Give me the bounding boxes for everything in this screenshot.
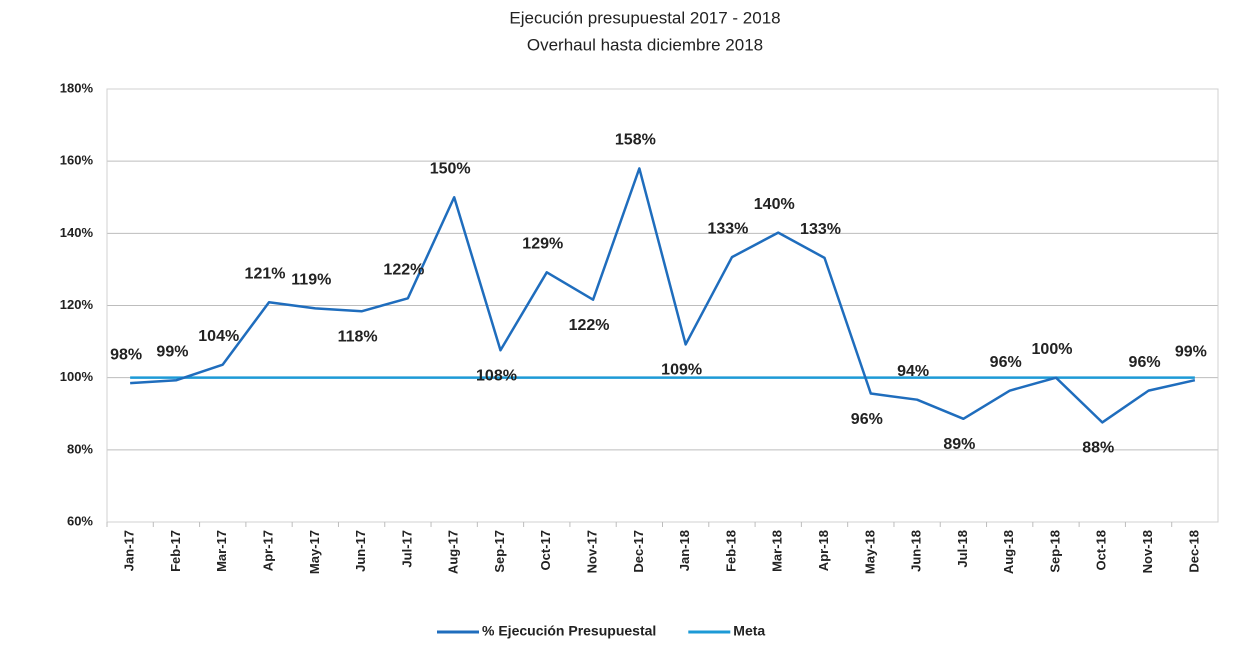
data-label: 100% — [1032, 341, 1073, 358]
x-tick-label: Dec-18 — [1186, 530, 1201, 573]
data-label: 96% — [1129, 354, 1161, 371]
x-tick-label: Apr-17 — [260, 530, 275, 571]
data-label: 133% — [707, 220, 748, 237]
data-label: 98% — [110, 346, 142, 363]
data-label: 104% — [198, 328, 239, 345]
legend-label: % Ejecución Presupuestal — [482, 623, 656, 639]
x-tick-label: Sep-17 — [492, 530, 507, 573]
x-tick-label: Jan-17 — [122, 530, 137, 571]
data-label: 99% — [1175, 343, 1207, 360]
data-label: 129% — [522, 236, 563, 253]
data-label: 122% — [383, 262, 424, 279]
x-tick-label: Jul-18 — [955, 530, 970, 568]
legend-label: Meta — [733, 623, 765, 639]
x-tick-label: Apr-18 — [816, 530, 831, 571]
chart-title: Ejecución presupuestal 2017 - 2018 — [509, 8, 780, 27]
data-label: 122% — [569, 317, 610, 334]
x-tick-label: Feb-18 — [723, 530, 738, 572]
data-label: 121% — [245, 265, 286, 282]
x-tick-label: Aug-18 — [1001, 530, 1016, 574]
y-tick-label: 80% — [67, 441, 93, 456]
x-tick-label: Aug-17 — [446, 530, 461, 574]
chart-subtitle: Overhaul hasta diciembre 2018 — [527, 35, 763, 54]
x-tick-label: May-17 — [307, 530, 322, 574]
data-label: 99% — [156, 343, 188, 360]
data-label: 89% — [943, 436, 975, 453]
x-tick-label: Oct-18 — [1094, 530, 1109, 570]
data-label: 133% — [800, 221, 841, 238]
data-label: 108% — [476, 367, 517, 384]
y-tick-label: 140% — [60, 225, 94, 240]
x-tick-label: Sep-18 — [1047, 530, 1062, 573]
x-tick-label: Jan-18 — [677, 530, 692, 571]
data-label: 109% — [661, 362, 702, 379]
data-label: 150% — [430, 160, 471, 177]
data-label: 158% — [615, 132, 656, 149]
y-tick-label: 180% — [60, 80, 94, 95]
data-label: 96% — [990, 354, 1022, 371]
x-tick-label: Mar-18 — [770, 530, 785, 572]
x-tick-label: Jul-17 — [399, 530, 414, 568]
data-label: 88% — [1082, 440, 1114, 457]
y-tick-label: 160% — [60, 153, 94, 168]
data-label: 140% — [754, 196, 795, 213]
data-label: 94% — [897, 363, 929, 380]
x-tick-label: May-18 — [862, 530, 877, 574]
y-tick-label: 120% — [60, 297, 94, 312]
data-label: 119% — [291, 272, 331, 289]
x-tick-label: Mar-17 — [214, 530, 229, 572]
y-tick-label: 100% — [60, 369, 94, 384]
x-tick-label: Feb-17 — [168, 530, 183, 572]
x-tick-label: Dec-17 — [631, 530, 646, 573]
x-tick-label: Oct-17 — [538, 530, 553, 570]
x-tick-label: Nov-18 — [1140, 530, 1155, 573]
x-tick-label: Jun-17 — [353, 530, 368, 572]
x-tick-label: Jun-18 — [909, 530, 924, 572]
y-tick-label: 60% — [67, 513, 93, 528]
x-tick-label: Nov-17 — [585, 530, 600, 573]
data-label: 118% — [338, 328, 378, 345]
data-label: 96% — [851, 411, 883, 428]
series-line — [130, 167, 1196, 424]
